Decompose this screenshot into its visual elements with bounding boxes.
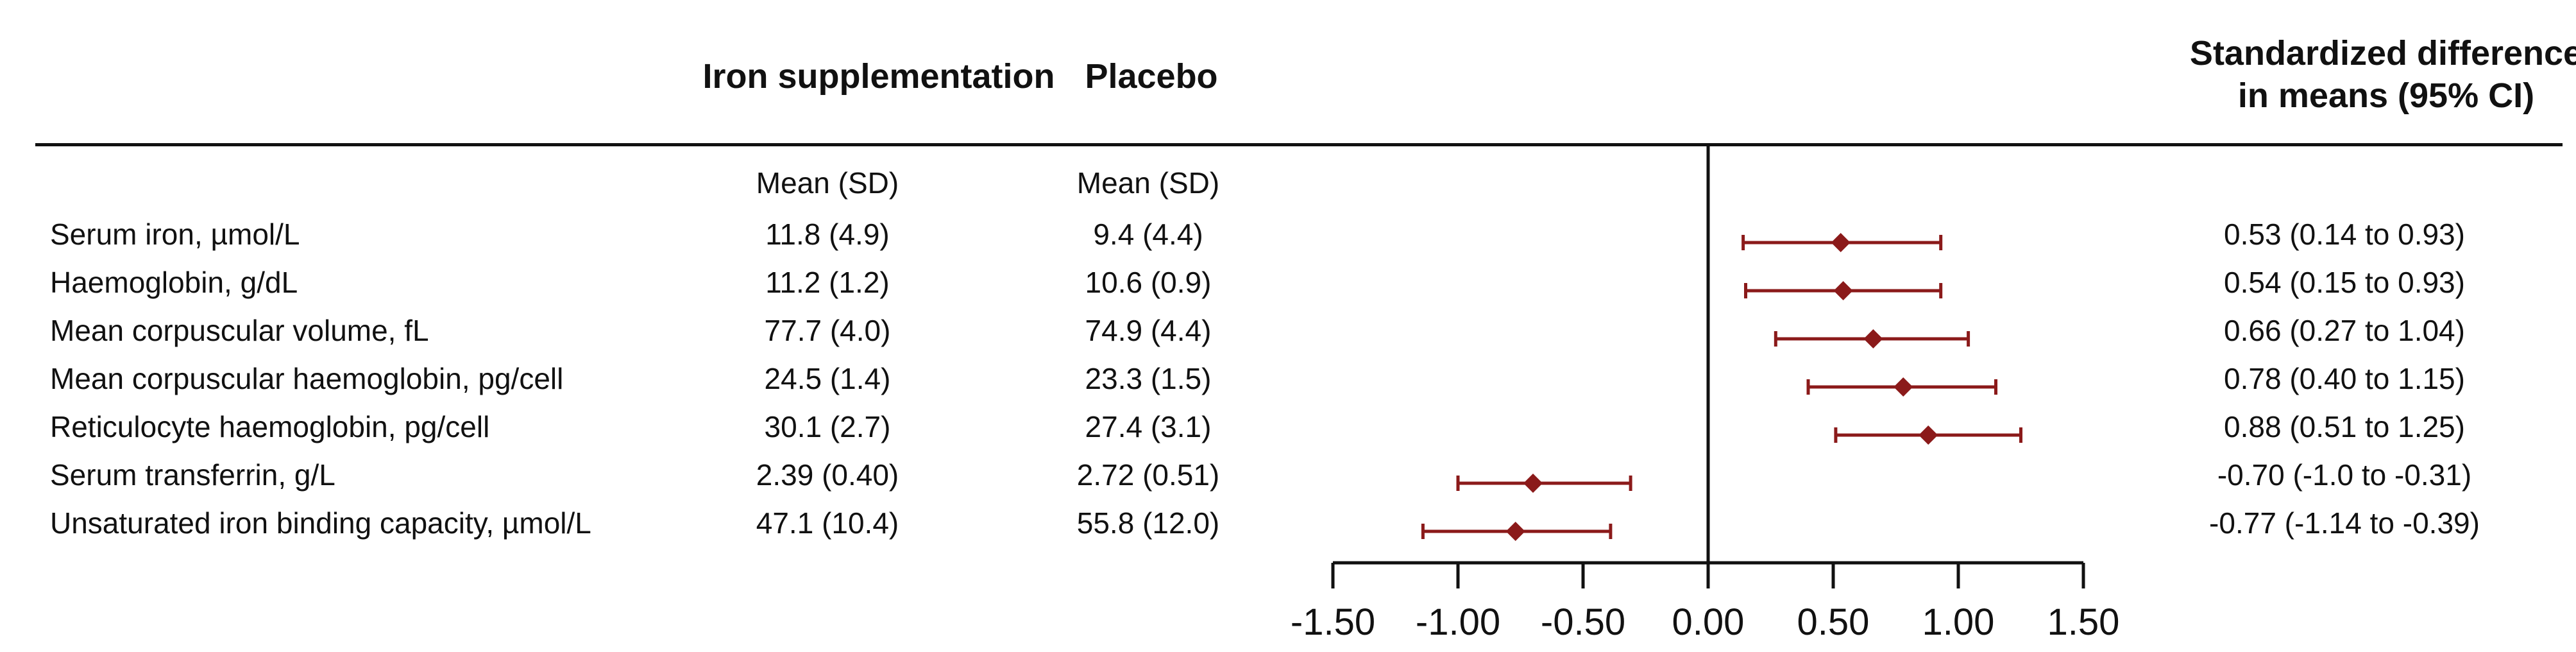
point-estimate bbox=[1523, 474, 1543, 493]
header-placebo: Placebo bbox=[1085, 57, 1218, 96]
row-ci-text: -0.77 (-1.14 to -0.39) bbox=[2209, 506, 2480, 540]
x-tick-label: 1.00 bbox=[1922, 601, 1995, 643]
row-label: Reticulocyte haemoglobin, pg/cell bbox=[50, 410, 490, 443]
x-tick-label: 0.50 bbox=[1797, 601, 1870, 643]
row-iron-value: 77.7 (4.0) bbox=[764, 314, 891, 347]
row-label: Mean corpuscular volume, fL bbox=[50, 314, 429, 347]
row-label: Unsaturated iron binding capacity, µmol/… bbox=[50, 506, 591, 540]
row-placebo-value: 2.72 (0.51) bbox=[1076, 458, 1220, 492]
point-estimate bbox=[1894, 377, 1913, 397]
subheader-iron: Mean (SD) bbox=[756, 166, 899, 200]
point-estimate bbox=[1833, 281, 1853, 300]
row-iron-value: 24.5 (1.4) bbox=[764, 362, 891, 395]
x-tick-label: -0.50 bbox=[1541, 601, 1625, 643]
header-smd-line1: Standardized difference bbox=[2189, 34, 2576, 73]
x-tick-label: -1.50 bbox=[1291, 601, 1375, 643]
x-tick-label: 1.50 bbox=[2047, 601, 2120, 643]
row-placebo-value: 55.8 (12.0) bbox=[1076, 506, 1220, 540]
row-placebo-value: 74.9 (4.4) bbox=[1085, 314, 1212, 347]
row-iron-value: 47.1 (10.4) bbox=[756, 506, 899, 540]
row-ci-text: 0.54 (0.15 to 0.93) bbox=[2224, 266, 2465, 299]
row-label: Haemoglobin, g/dL bbox=[50, 266, 298, 299]
x-tick-label: 0.00 bbox=[1672, 601, 1745, 643]
row-ci-text: 0.66 (0.27 to 1.04) bbox=[2224, 314, 2465, 347]
row-ci-text: 0.88 (0.51 to 1.25) bbox=[2224, 410, 2465, 443]
row-iron-value: 11.8 (4.9) bbox=[765, 218, 890, 251]
row-ci-text: 0.53 (0.14 to 0.93) bbox=[2224, 218, 2465, 251]
point-estimate bbox=[1863, 329, 1883, 348]
row-label: Serum transferrin, g/L bbox=[50, 458, 335, 492]
row-label: Serum iron, µmol/L bbox=[50, 218, 300, 251]
header-rule bbox=[35, 143, 2563, 146]
row-iron-value: 11.2 (1.2) bbox=[765, 266, 890, 299]
point-estimate bbox=[1919, 425, 1938, 445]
row-ci-text: 0.78 (0.40 to 1.15) bbox=[2224, 362, 2465, 395]
header-iron: Iron supplementation bbox=[702, 57, 1055, 96]
row-placebo-value: 23.3 (1.5) bbox=[1085, 362, 1212, 395]
x-tick-label: -1.00 bbox=[1416, 601, 1500, 643]
header-smd-line2: in means (95% CI) bbox=[2237, 76, 2535, 115]
row-ci-text: -0.70 (-1.0 to -0.31) bbox=[2217, 458, 2472, 492]
row-label: Mean corpuscular haemoglobin, pg/cell bbox=[50, 362, 564, 395]
point-estimate bbox=[1505, 522, 1525, 541]
row-iron-value: 2.39 (0.40) bbox=[756, 458, 899, 492]
row-iron-value: 30.1 (2.7) bbox=[764, 410, 891, 443]
row-placebo-value: 27.4 (3.1) bbox=[1085, 410, 1212, 443]
subheader-placebo: Mean (SD) bbox=[1076, 166, 1220, 200]
row-placebo-value: 10.6 (0.9) bbox=[1085, 266, 1212, 299]
point-estimate bbox=[1831, 233, 1851, 252]
row-placebo-value: 9.4 (4.4) bbox=[1093, 218, 1203, 251]
